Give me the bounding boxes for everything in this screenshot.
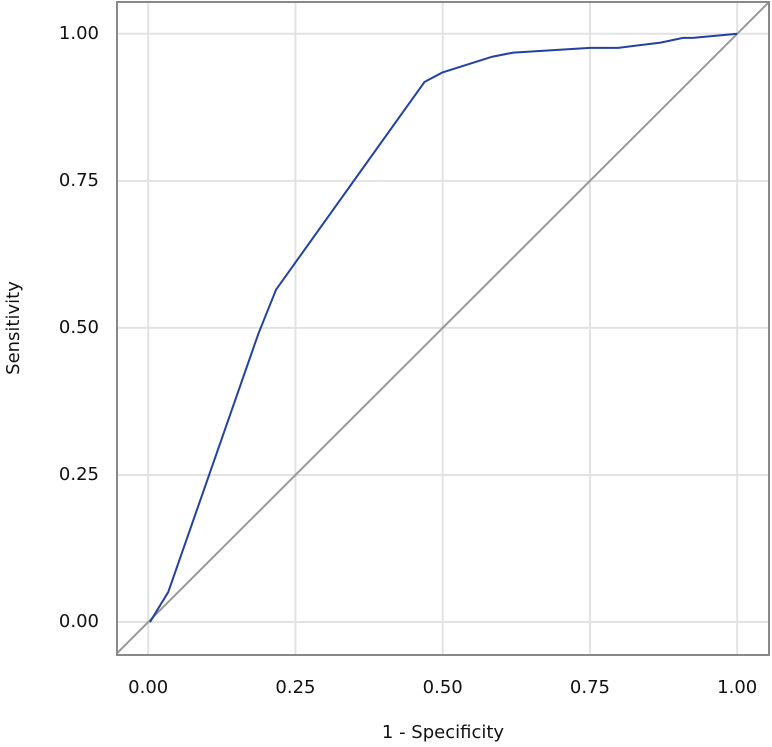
x-axis-title: 1 - Specificity xyxy=(382,722,505,743)
x-tick-label: 1.00 xyxy=(717,677,757,698)
x-tick-label: 0.50 xyxy=(423,677,463,698)
x-tick-label: 0.75 xyxy=(570,677,610,698)
x-tick-label: 0.00 xyxy=(128,677,168,698)
plot-frame xyxy=(116,1,770,656)
x-tick-label: 0.25 xyxy=(275,677,315,698)
y-tick-label: 0.25 xyxy=(59,464,99,485)
y-tick-label: 0.50 xyxy=(59,317,99,338)
roc-curve xyxy=(149,32,738,623)
y-tick-label: 1.00 xyxy=(59,23,99,44)
y-axis-title: Sensitivity xyxy=(3,281,24,375)
reference-line xyxy=(116,1,770,654)
y-tick-label: 0.00 xyxy=(59,611,99,632)
y-tick-label: 0.75 xyxy=(59,170,99,191)
